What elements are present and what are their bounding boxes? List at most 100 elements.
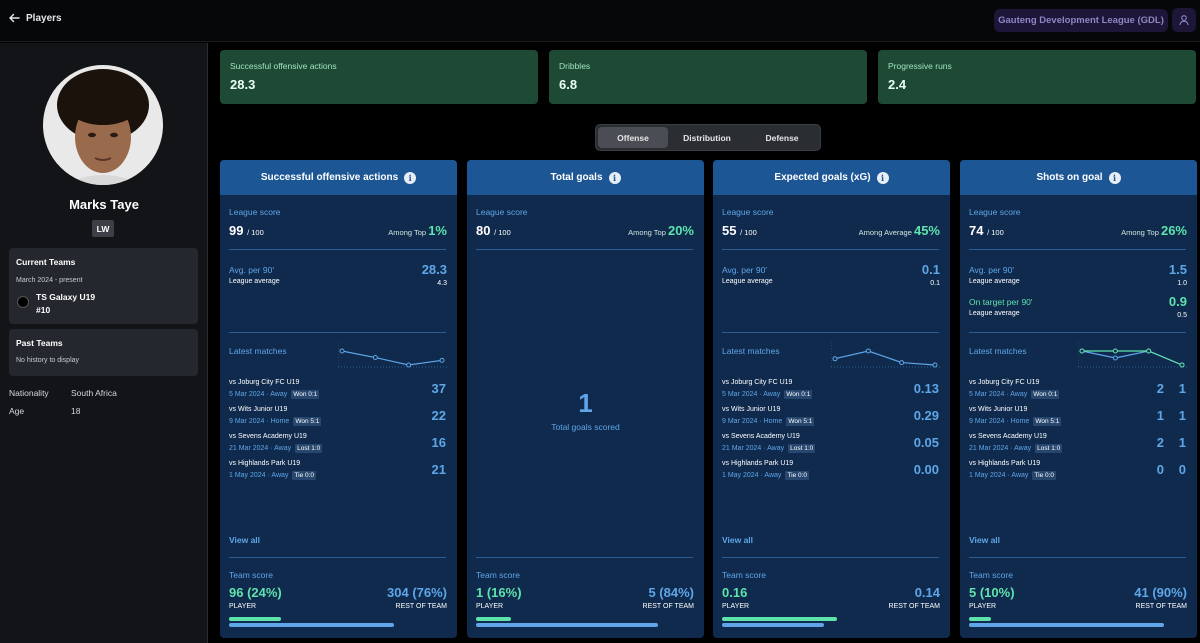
team-player-value: 96 (24%) (229, 585, 282, 600)
match-row[interactable]: vs Wits Junior U19 9 Mar 2024 · Home Won … (722, 406, 939, 426)
sparkline-point (339, 348, 345, 354)
divider (969, 249, 1186, 250)
league-score-label: League score (229, 207, 281, 217)
league-average-label: League average (722, 278, 773, 285)
metric-card-shots-on-goal: Shots on goal i League score 74 / 100 Am… (960, 160, 1197, 638)
latest-matches-sparkline (338, 342, 448, 368)
league-average-label: League average (969, 278, 1020, 285)
summary-card-progressive-runs: Progressive runs 2.4 (878, 50, 1196, 104)
divider (229, 332, 446, 333)
current-teams-title: Current Teams (16, 257, 76, 267)
age-row: Age 18 (9, 406, 80, 416)
sparkline-point (865, 348, 871, 354)
league-rank: Among Average 45% (858, 223, 940, 238)
match-row[interactable]: vs Joburg City FC U19 5 Mar 2024 · Away W… (722, 379, 939, 399)
tab-distribution[interactable]: Distribution (683, 132, 731, 143)
arrow-left-icon (9, 13, 20, 23)
tab-defense[interactable]: Defense (765, 132, 799, 143)
total-goals-value: 1 (578, 388, 593, 418)
match-row[interactable]: vs Wits Junior U19 9 Mar 2024 · Home Won … (229, 406, 446, 426)
sparkline-point (1112, 355, 1118, 361)
on-target-league-average: 0.5 (1177, 312, 1187, 319)
view-all-link[interactable]: View all (229, 535, 261, 545)
summary-card-offensive-actions: Successful offensive actions 28.3 (220, 50, 538, 104)
tab-offense[interactable]: Offense (598, 127, 668, 148)
user-icon (1179, 15, 1189, 26)
nationality-label: Nationality (9, 388, 49, 398)
sparkline-series (341, 350, 443, 366)
league-score: 74 / 100 (969, 223, 1004, 238)
current-team-number: #10 (36, 305, 51, 315)
sparkline-series (1082, 350, 1183, 366)
player-avatar (43, 65, 163, 185)
league-score-label: League score (476, 207, 528, 217)
avg-per-90-value: 1.5 (1168, 262, 1187, 277)
player-name: Marks Taye (69, 197, 139, 212)
match-row[interactable]: vs Highlands Park U19 1 May 2024 · Away T… (969, 460, 1186, 480)
summary-card-dribbles: Dribbles 6.8 (549, 50, 867, 104)
sparkline-point (932, 362, 938, 368)
match-row[interactable]: vs Joburg City FC U19 5 Mar 2024 · Away W… (969, 379, 1186, 399)
match-row[interactable]: vs Sevens Academy U19 21 Mar 2024 · Away… (722, 433, 939, 453)
rest-of-team-label: REST OF TEAM (642, 603, 694, 610)
avg-per-90-label: Avg. per 90' (229, 265, 274, 275)
card-title: Total goals (550, 172, 603, 183)
metric-card-offensive-actions: Successful offensive actions i League sc… (220, 160, 457, 638)
match-row[interactable]: vs Highlands Park U19 1 May 2024 · Away T… (229, 460, 446, 480)
league-selector[interactable]: Gauteng Development League (GDL) (994, 9, 1168, 32)
back-button[interactable]: Players (8, 12, 62, 24)
divider (229, 249, 446, 250)
league-average-label: League average (969, 310, 1020, 317)
info-icon[interactable]: i (1108, 171, 1121, 184)
view-all-link[interactable]: View all (722, 535, 754, 545)
match-row[interactable]: vs Highlands Park U19 1 May 2024 · Away T… (722, 460, 939, 480)
league-score-label: League score (969, 207, 1021, 217)
rest-of-team-label: REST OF TEAM (1135, 603, 1187, 610)
view-all-link[interactable]: View all (969, 535, 1001, 545)
latest-matches-sparkline (831, 342, 941, 368)
past-teams-title: Past Teams (16, 338, 63, 348)
card-header: Shots on goal i (960, 160, 1197, 195)
divider (722, 332, 939, 333)
team-player-value: 1 (16%) (476, 585, 522, 600)
nationality-value: South Africa (71, 388, 117, 398)
sparkline-point (439, 357, 445, 363)
total-goals-label: Total goals scored (551, 422, 620, 432)
sparkline-point (1079, 348, 1085, 354)
position-badge: LW (92, 220, 114, 237)
team-score-label: Team score (722, 570, 766, 580)
team-score-label: Team score (476, 570, 520, 580)
card-title: Expected goals (xG) (774, 172, 871, 183)
team-share-bar (476, 623, 659, 627)
divider (476, 557, 693, 558)
on-target-label: On target per 90' (969, 297, 1033, 307)
match-row[interactable]: vs Sevens Academy U19 21 Mar 2024 · Away… (969, 433, 1186, 453)
sparkline-point (899, 360, 905, 366)
match-row[interactable]: vs Sevens Academy U19 21 Mar 2024 · Away… (229, 433, 446, 453)
avg-per-90-value: 28.3 (421, 262, 447, 277)
league-score-label: League score (722, 207, 774, 217)
info-icon[interactable]: i (876, 171, 889, 184)
latest-matches-sparkline (1078, 342, 1188, 368)
player-label: PLAYER (722, 603, 750, 610)
metric-card-expected-goals: Expected goals (xG) i League score 55 / … (713, 160, 950, 638)
summary-value: 6.8 (559, 77, 578, 92)
info-icon[interactable]: i (608, 171, 621, 184)
age-label: Age (9, 406, 25, 416)
current-team-name[interactable]: TS Galaxy U19 (36, 292, 96, 302)
match-row[interactable]: vs Joburg City FC U19 5 Mar 2024 · Away W… (229, 379, 446, 399)
info-icon[interactable]: i (404, 171, 417, 184)
user-menu-button[interactable] (1172, 8, 1196, 32)
player-share-bar (229, 617, 282, 621)
sparkline-series (1081, 350, 1183, 366)
card-title: Successful offensive actions (260, 172, 399, 183)
league-rank: Among Top 26% (1121, 223, 1187, 238)
divider (229, 557, 446, 558)
sparkline-point (1179, 362, 1185, 368)
nationality-row: Nationality South Africa (9, 388, 117, 398)
divider (969, 332, 1186, 333)
team-logo-icon (17, 296, 29, 308)
current-teams-panel: Current Teams March 2024 - present TS Ga… (9, 248, 198, 324)
team-player-value: 0.16 (722, 585, 748, 600)
match-row[interactable]: vs Wits Junior U19 9 Mar 2024 · Home Won … (969, 406, 1186, 426)
